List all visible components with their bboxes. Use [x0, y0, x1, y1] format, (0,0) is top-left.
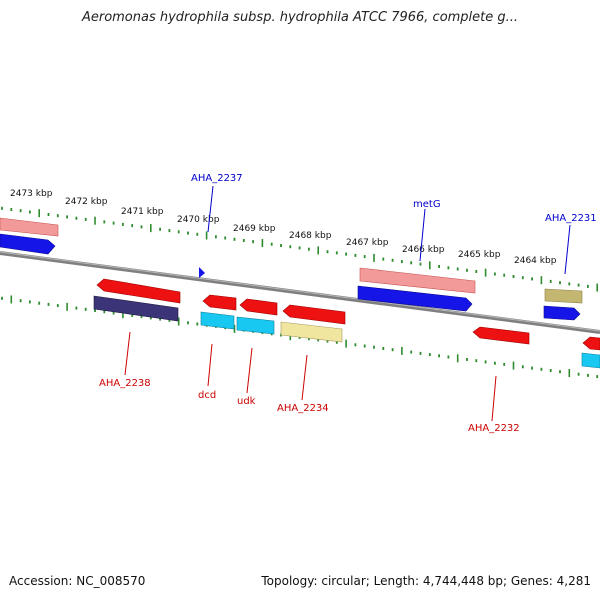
- gene-feature[interactable]: [96, 278, 181, 304]
- gene-label[interactable]: metG: [413, 199, 441, 210]
- gene-feature[interactable]: [200, 311, 235, 330]
- gene-feature[interactable]: [199, 267, 205, 278]
- gene-label[interactable]: AHA_2237: [191, 173, 243, 184]
- scale-label: 2464 kbp: [514, 256, 557, 266]
- gene-feature[interactable]: [544, 288, 583, 304]
- leader-line: [207, 185, 214, 233]
- scale-label: 2471 kbp: [121, 207, 164, 217]
- leader-line: [246, 347, 253, 394]
- scale-label: 2467 kbp: [346, 238, 389, 248]
- leader-line: [491, 375, 497, 422]
- gene-label[interactable]: dcd: [198, 390, 216, 401]
- gene-label[interactable]: AHA_2231: [545, 213, 597, 224]
- leader-line: [419, 208, 426, 262]
- gene-feature[interactable]: [543, 305, 581, 321]
- scale-label: 2473 kbp: [10, 189, 53, 199]
- gene-feature[interactable]: [0, 217, 59, 237]
- upper-tick-track: [1, 206, 599, 292]
- gene-feature[interactable]: [93, 295, 179, 322]
- minus-strand-features: [93, 278, 600, 369]
- scale-labels: 2473 kbp 2472 kbp 2471 kbp 2470 kbp 2469…: [10, 189, 557, 266]
- gene-label[interactable]: AHA_2234: [277, 403, 329, 414]
- gene-feature[interactable]: [202, 294, 237, 311]
- gene-feature[interactable]: [236, 316, 275, 335]
- leader-line: [301, 354, 308, 401]
- scale-label: 2466 kbp: [402, 245, 445, 255]
- gene-feature[interactable]: [280, 321, 343, 343]
- gene-label[interactable]: AHA_2232: [468, 423, 520, 434]
- scale-label: 2470 kbp: [177, 215, 220, 225]
- gene-label[interactable]: udk: [237, 396, 256, 407]
- page-title: Aeromonas hydrophila subsp. hydrophila A…: [81, 10, 519, 25]
- leader-line: [207, 343, 213, 387]
- gene-feature[interactable]: [0, 233, 56, 255]
- genome-backbone: [0, 251, 600, 334]
- scale-label: 2469 kbp: [233, 224, 276, 234]
- gene-feature[interactable]: [357, 285, 473, 312]
- leader-line: [124, 331, 131, 376]
- accession-label: Accession: NC_008570: [9, 574, 146, 588]
- scale-label: 2472 kbp: [65, 197, 108, 207]
- gene-label[interactable]: AHA_2238: [99, 378, 151, 389]
- gene-feature[interactable]: [472, 326, 530, 345]
- leader-line: [564, 224, 571, 275]
- scale-label: 2465 kbp: [458, 250, 501, 260]
- gene-feature[interactable]: [282, 304, 346, 325]
- genome-backbone-highlight: [0, 251, 600, 332]
- gene-feature[interactable]: [581, 352, 600, 369]
- gene-feature[interactable]: [239, 298, 278, 316]
- topology-label: Topology: circular; Length: 4,744,448 bp…: [261, 574, 591, 588]
- scale-label: 2468 kbp: [289, 231, 332, 241]
- gene-labels: AHA_2237 metG AHA_2231 AHA_2238 dcd udk …: [99, 173, 597, 434]
- plus-strand-features: [0, 217, 583, 321]
- gene-feature[interactable]: [359, 267, 476, 294]
- gene-feature[interactable]: [582, 336, 600, 351]
- label-leaders: [124, 185, 571, 422]
